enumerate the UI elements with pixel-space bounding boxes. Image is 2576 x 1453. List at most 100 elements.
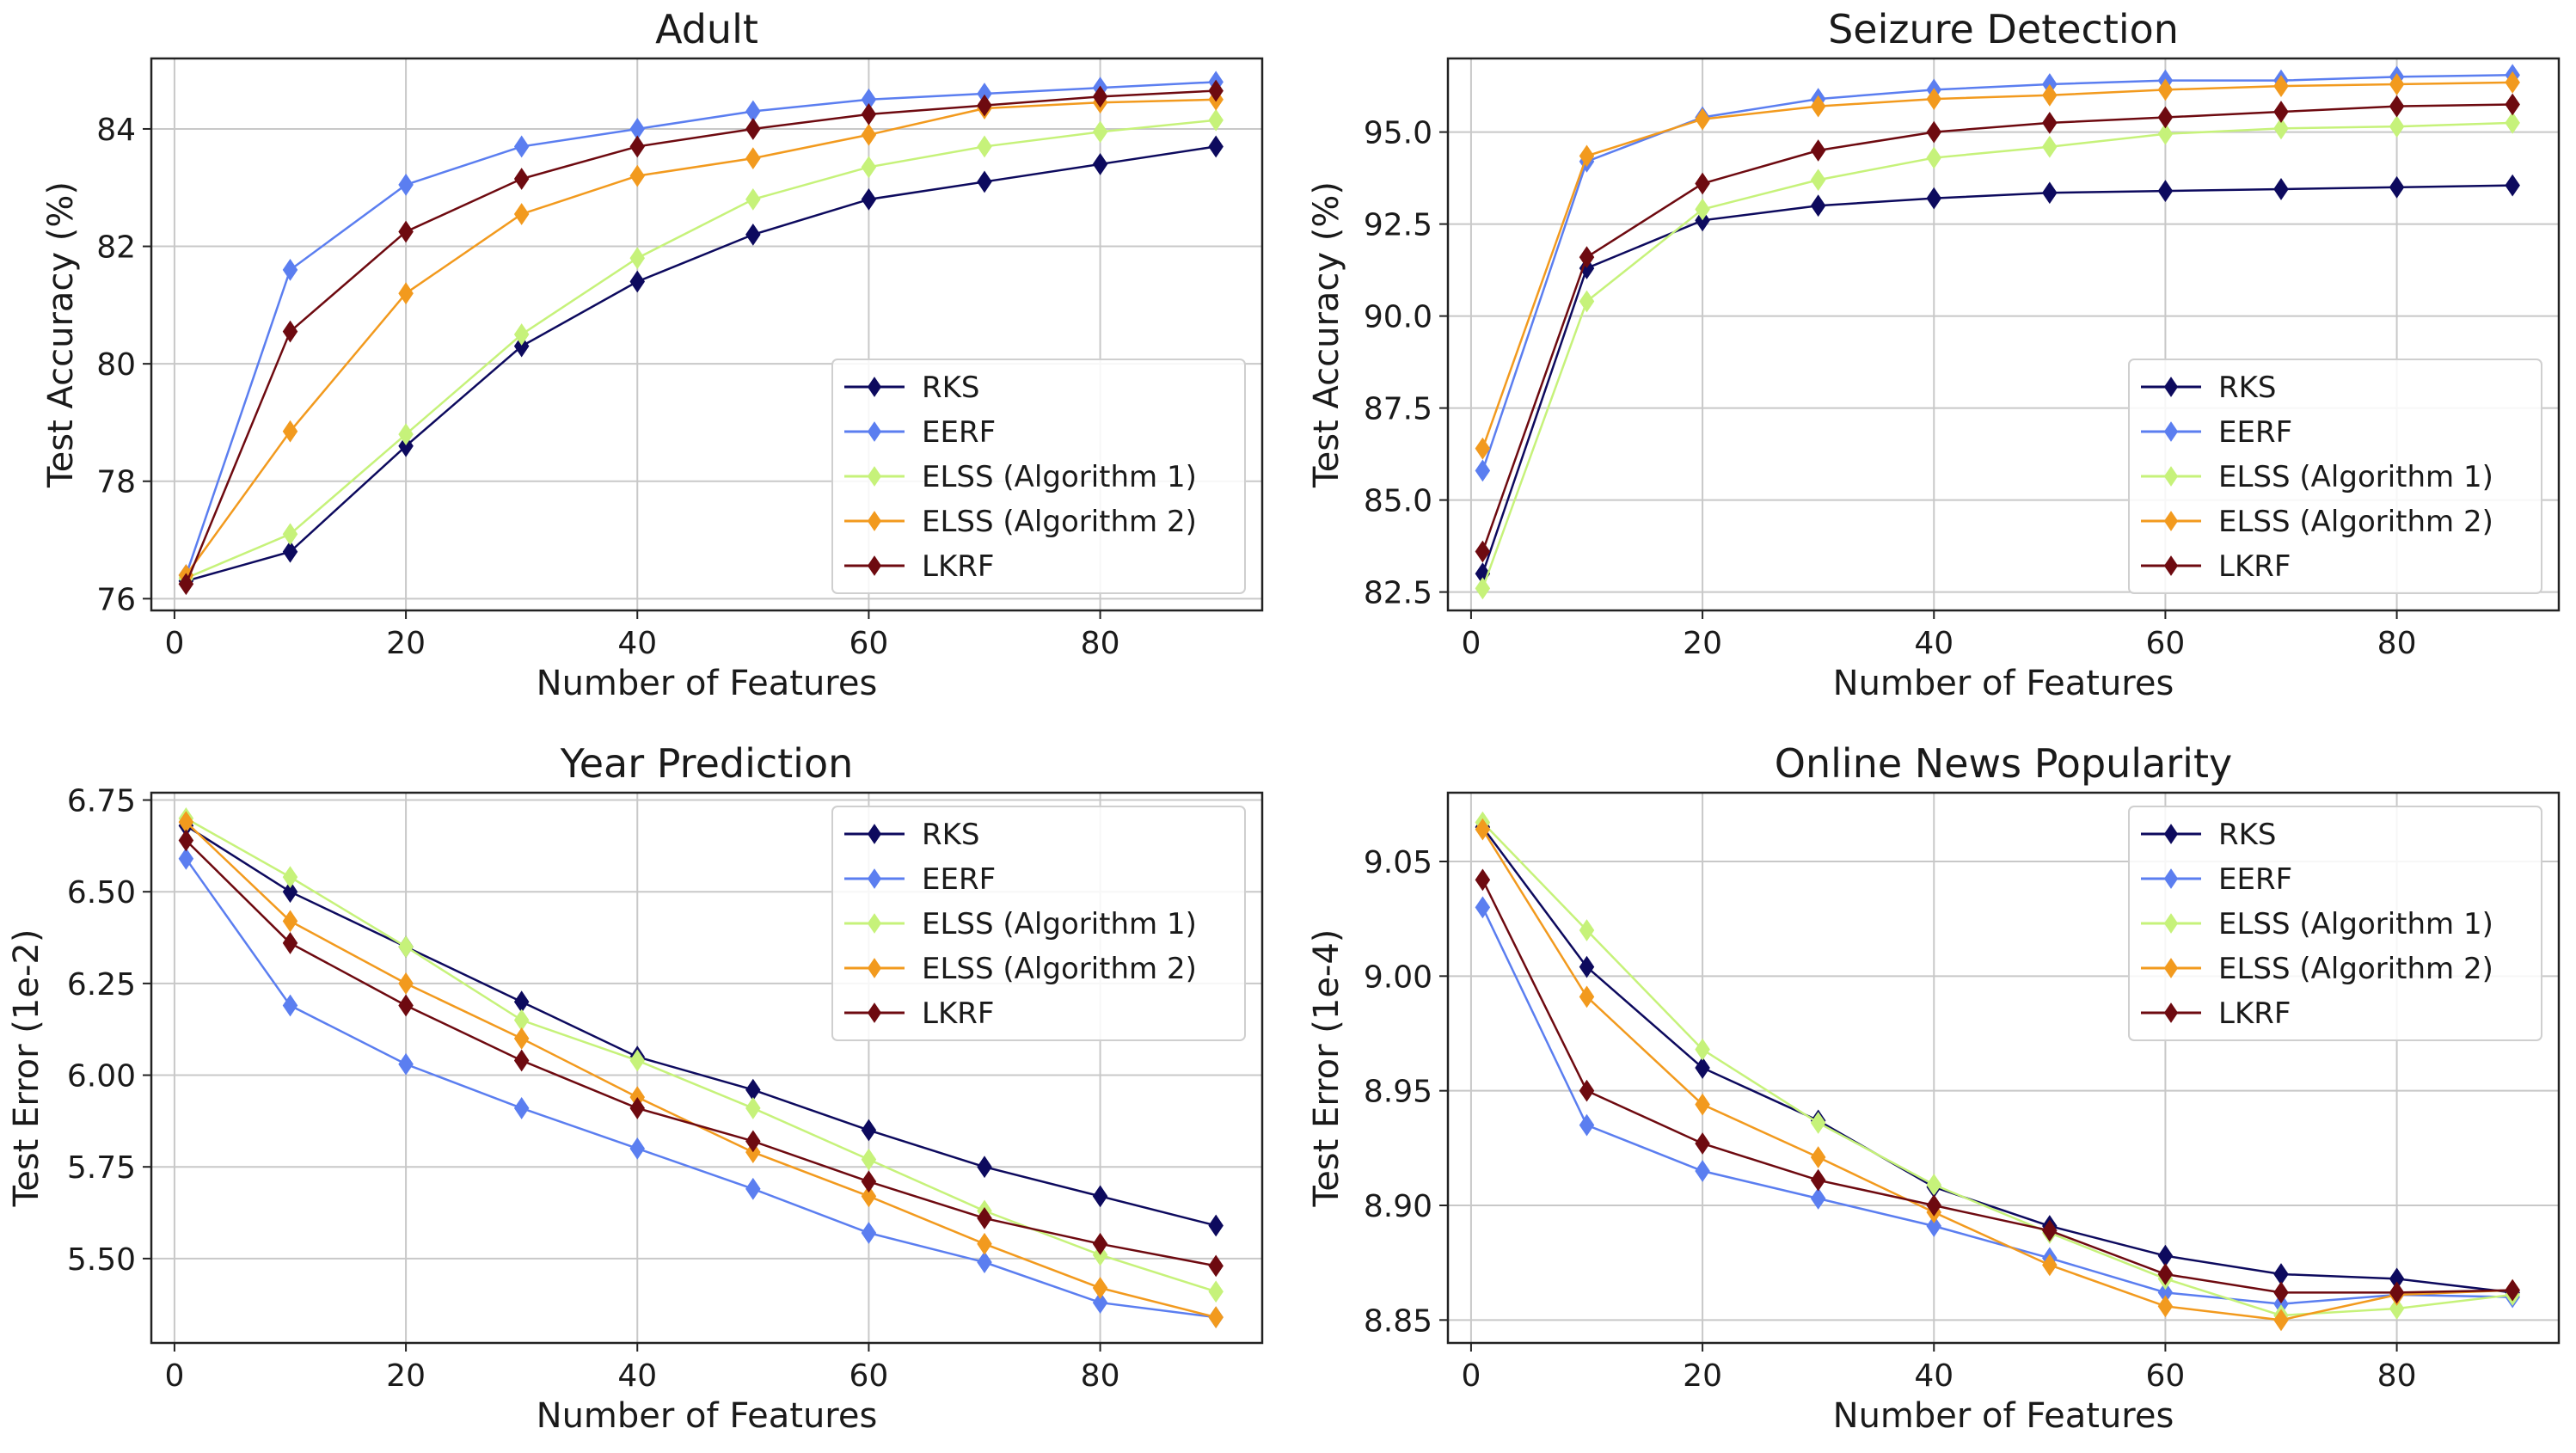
legend-label: ELSS (Algorithm 2) [922,505,1197,539]
data-point-lkrf [1092,85,1108,108]
data-point-elss-algorithm-2 [1092,1277,1108,1299]
data-point-elss-algorithm-2 [398,972,414,995]
legend-box [831,806,1246,1041]
legend: RKS EERF ELSS (Algorithm 1) ELSS (Algorithm… [831,359,1246,594]
data-point-rks [1695,1057,1710,1079]
data-point-elss-algorithm-1 [1810,1112,1826,1134]
data-point-lkrf [977,94,992,117]
x-tick-label: 80 [2377,626,2417,661]
y-tick-label: 87.5 [1364,392,1432,427]
data-point-elss-algorithm-1 [282,523,298,546]
y-axis-label: Test Error (1e-2) [7,929,46,1208]
data-point-elss-algorithm-2 [513,1027,530,1050]
legend-marker [867,466,882,487]
legend-marker [2163,421,2179,442]
data-point-eerf [1926,1215,1942,1237]
data-point-lkrf [1695,172,1710,195]
chart-title: Adult [655,6,758,52]
x-tick-label: 40 [617,626,657,661]
series-line-eerf [1481,74,2513,471]
data-point-lkrf [2389,95,2405,118]
data-point-elss-algorithm-2 [2273,75,2289,97]
legend-marker [867,421,882,442]
data-point-elss-algorithm-2 [1810,1146,1826,1168]
y-tick-label: 5.75 [67,1150,136,1186]
data-point-lkrf [2273,1281,2289,1304]
x-tick-label: 0 [1461,626,1481,661]
chart-title: Year Prediction [560,740,854,787]
legend-label: LKRF [922,549,994,584]
y-tick-label: 9.05 [1364,845,1432,880]
data-point-rks [977,170,992,193]
y-tick-label: 85.0 [1364,484,1432,519]
legend-label: EERF [922,415,996,450]
data-point-eerf [178,847,194,870]
data-point-elss-algorithm-1 [745,188,761,211]
data-point-lkrf [629,135,646,158]
data-point-lkrf [2505,93,2520,116]
legend-marker [2163,466,2179,487]
legend-marker [2163,555,2179,576]
legend-marker [2163,913,2179,934]
data-point-elss-algorithm-2 [282,910,298,933]
data-point-rks [2273,178,2289,200]
series-elss-algorithm-2 [1475,818,2520,1332]
data-point-elss-algorithm-1 [1208,108,1224,132]
legend-marker [867,511,882,531]
data-point-lkrf [1579,1079,1595,1102]
data-point-lkrf [178,573,194,596]
legend-marker [2163,511,2179,531]
data-point-elss-algorithm-1 [2042,135,2058,158]
legend-label: EERF [2218,415,2292,450]
data-point-elss-algorithm-2 [398,282,414,305]
data-point-lkrf [1092,1232,1108,1255]
legend-label: RKS [2218,371,2277,405]
data-point-lkrf [861,1170,877,1193]
legend-label: ELSS (Algorithm 1) [922,460,1197,494]
legend-marker [867,555,882,576]
data-point-elss-algorithm-2 [861,123,877,146]
data-point-eerf [398,173,414,196]
legend-label: ELSS (Algorithm 1) [922,907,1197,941]
y-tick-label: 6.50 [67,875,136,910]
legend-marker [867,868,882,889]
legend-label: ELSS (Algorithm 2) [2218,505,2493,539]
x-tick-label: 60 [849,1358,889,1394]
data-point-eerf [1475,459,1491,482]
series-line-elss-algorithm-1 [1481,821,2513,1317]
data-point-lkrf [1475,868,1491,892]
legend-label: ELSS (Algorithm 2) [922,952,1197,986]
x-tick-label: 20 [386,1358,426,1394]
data-point-lkrf [513,168,530,190]
data-point-rks [1208,135,1224,158]
data-point-eerf [1092,1291,1108,1314]
legend-label: EERF [922,862,996,897]
legend-marker [2163,1002,2179,1023]
series-line-eerf [185,858,1217,1319]
data-point-eerf [282,994,298,1017]
data-point-elss-algorithm-2 [1695,107,1710,131]
series-line-lkrf [1481,103,2513,552]
x-axis-label: Number of Features [1833,664,2174,703]
plot-frame [150,791,1264,1345]
data-point-elss-algorithm-1 [513,1009,530,1032]
x-tick-label: 20 [1683,1358,1722,1394]
data-point-lkrf [282,320,298,343]
data-point-elss-algorithm-1 [1926,1174,1942,1196]
series-line-lkrf [1481,879,2513,1294]
legend-label: LKRF [2218,996,2291,1031]
data-point-lkrf [1810,1168,1826,1192]
data-point-elss-algorithm-2 [2505,71,2520,94]
y-tick-label: 84 [96,113,136,148]
series-rks [1475,174,2520,585]
legend-box [831,359,1246,594]
data-point-rks [1092,1185,1108,1208]
y-tick-label: 82.5 [1364,576,1432,611]
series-lkrf [178,79,1224,596]
data-point-lkrf [1475,540,1491,563]
series-line-rks [186,145,1217,583]
data-point-eerf [977,1251,992,1274]
legend-box [2128,359,2542,594]
data-point-elss-algorithm-1 [1579,290,1595,313]
